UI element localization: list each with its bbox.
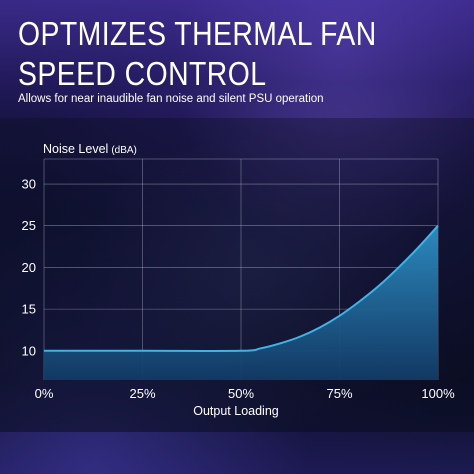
x-tick-label: 50%	[228, 386, 254, 401]
y-axis-label: Noise Level	[43, 142, 108, 156]
title-line-1: OPTMIZES THERMAL FAN	[18, 15, 377, 52]
header-background	[0, 0, 474, 118]
y-tick-label: 10	[22, 343, 36, 358]
x-tick-label: 75%	[326, 386, 352, 401]
page-subtitle: Allows for near inaudible fan noise and …	[18, 93, 324, 105]
page-title: OPTMIZES THERMAL FAN SPEED CONTROL	[18, 14, 377, 94]
title-line-2: SPEED CONTROL	[18, 55, 267, 92]
y-tick-label: 20	[22, 260, 36, 275]
x-axis-title: Output Loading	[193, 404, 279, 418]
noise-curve-line	[44, 225, 439, 352]
x-tick-label: 25%	[129, 386, 155, 401]
y-tick-label: 30	[22, 177, 36, 192]
y-tick-label: 15	[22, 302, 36, 317]
x-tick-label: 100%	[421, 386, 455, 401]
noise-area-fill	[44, 225, 438, 380]
y-axis-title: Noise Level (dBA)	[43, 142, 137, 156]
y-axis-unit: (dBA)	[111, 145, 137, 156]
y-tick-label: 25	[22, 218, 36, 233]
x-tick-label: 0%	[35, 386, 54, 401]
